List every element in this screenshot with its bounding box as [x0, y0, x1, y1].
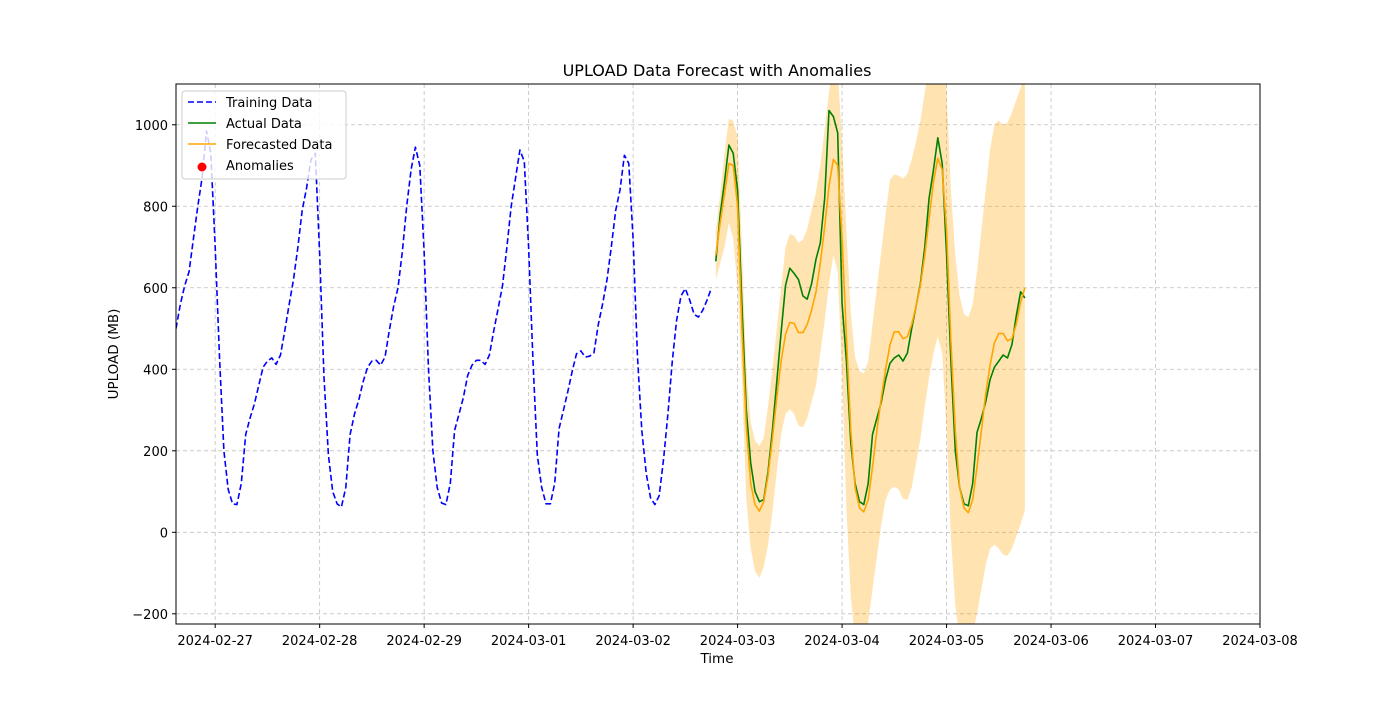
- series-line-forecasted-data: [715, 157, 1026, 514]
- axis-ticks: 2024-02-27 2024-02-28 2024-02-29 2024-03-01…: [132, 119, 1298, 649]
- y-tick-label-600: 600: [143, 282, 168, 297]
- x-tick-label-2024-03-08: 2024-03-08: [1222, 634, 1298, 649]
- x-tick-label-2024-02-27: 2024-02-27: [177, 634, 253, 649]
- y-tick-label-400: 400: [143, 363, 168, 378]
- x-tick-label-2024-02-28: 2024-02-28: [282, 634, 358, 649]
- y-tick-label-0: 0: [160, 526, 168, 541]
- series-line-training-data: [176, 130, 713, 508]
- chart-title: UPLOAD Data Forecast with Anomalies: [563, 61, 872, 80]
- x-tick-label-2024-03-02: 2024-03-02: [595, 634, 671, 649]
- y-tick-label-800: 800: [143, 200, 168, 215]
- legend: Training Data Actual Data Forecasted Dat…: [181, 90, 347, 180]
- plot-frame: [175, 83, 1261, 625]
- legend-swatch-anomalies: [197, 162, 207, 172]
- x-tick-label-2024-02-29: 2024-02-29: [386, 634, 462, 649]
- legend-label-actual: Actual Data: [226, 117, 302, 132]
- y-axis-label: UPLOAD (MB): [106, 309, 122, 400]
- y-tick-label--200: −200: [132, 608, 168, 623]
- x-tick-label-2024-03-04: 2024-03-04: [804, 634, 880, 649]
- legend-label-forecast: Forecasted Data: [226, 138, 332, 153]
- y-tick-label-200: 200: [143, 445, 168, 460]
- x-axis-label: Time: [699, 651, 733, 667]
- forecast-confidence-band: [715, 84, 1025, 624]
- legend-label-anomalies: Anomalies: [226, 159, 294, 174]
- plot-area: [176, 84, 1026, 624]
- x-tick-label-2024-03-01: 2024-03-01: [491, 634, 567, 649]
- legend-box: [181, 90, 347, 180]
- legend-label-training: Training Data: [225, 96, 312, 111]
- x-tick-label-2024-03-05: 2024-03-05: [909, 634, 985, 649]
- x-tick-label-2024-03-07: 2024-03-07: [1118, 634, 1194, 649]
- y-tick-label-1000: 1000: [135, 119, 168, 134]
- x-tick-label-2024-03-03: 2024-03-03: [700, 634, 776, 649]
- x-tick-label-2024-03-06: 2024-03-06: [1013, 634, 1089, 649]
